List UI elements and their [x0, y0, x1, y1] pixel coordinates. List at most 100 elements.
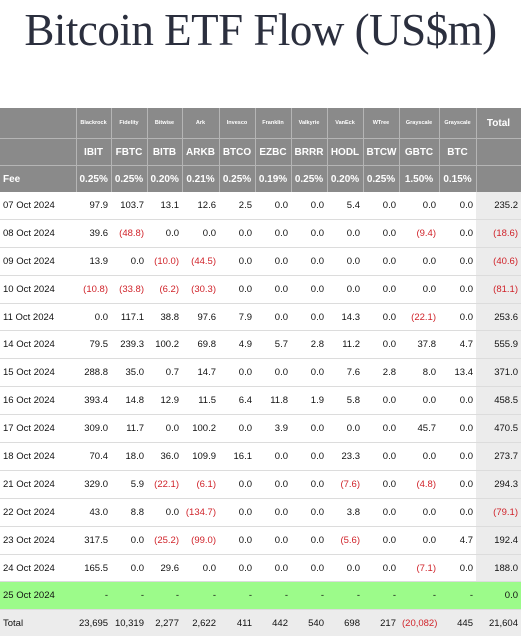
flow-cell: 0.0 — [399, 247, 439, 276]
total-header-blank — [476, 138, 521, 166]
flow-cell: 0.0 — [219, 498, 255, 527]
fee-cell: 1.50% — [399, 165, 440, 192]
flow-cell: 0.0 — [291, 414, 327, 444]
totals-cell: 217 — [363, 609, 399, 636]
flow-cell: 5.8 — [327, 386, 363, 416]
flow-cell: 0.0 — [147, 219, 182, 248]
flow-cell: 13.9 — [76, 247, 111, 276]
flow-cell: 0.0 — [363, 247, 399, 276]
date-cell: 11 Oct 2024 — [0, 303, 76, 332]
issuer-header: Grayscale — [439, 108, 477, 139]
row-total-cell: (40.6) — [476, 247, 521, 276]
date-cell: 22 Oct 2024 — [0, 498, 76, 527]
flow-cell: 0.0 — [291, 275, 327, 304]
flow-cell: 0.0 — [182, 554, 219, 583]
flow-cell: 13.1 — [147, 192, 182, 220]
flow-cell: (44.5) — [182, 247, 219, 276]
table-row: 09 Oct 2024 13.9 0.0 (10.0) (44.5) 0.0 0.0 0.0 0… — [0, 247, 521, 276]
flow-cell: 0.0 — [399, 192, 439, 220]
flow-cell: (22.1) — [399, 303, 439, 332]
issuer-header: Grayscale — [399, 108, 440, 139]
flow-cell: 0.0 — [439, 275, 476, 304]
flow-cell: 0.0 — [219, 526, 255, 555]
flow-cell: 0.0 — [219, 358, 255, 388]
ticker-header: BITB — [147, 138, 183, 166]
flow-cell: (25.2) — [147, 526, 182, 555]
flow-cell: 0.0 — [255, 498, 291, 527]
flow-cell: - — [399, 581, 439, 611]
flow-cell: 103.7 — [111, 192, 147, 220]
flow-cell: 0.0 — [291, 554, 327, 583]
fee-cell: 0.25% — [363, 165, 400, 192]
totals-cell: 10,319 — [111, 609, 147, 636]
flow-cell: 0.0 — [439, 554, 476, 583]
flow-cell: 23.3 — [327, 442, 363, 471]
flow-cell: 0.0 — [399, 386, 439, 416]
totals-cell: 2,622 — [182, 609, 219, 636]
row-total-cell: 294.3 — [476, 470, 521, 499]
flow-cell: 0.0 — [363, 303, 399, 332]
flow-cell: 45.7 — [399, 414, 439, 444]
flow-cell: (99.0) — [182, 526, 219, 555]
flow-cell: 8.8 — [111, 498, 147, 527]
flow-cell: 2.8 — [363, 358, 399, 388]
flow-cell: 0.0 — [255, 470, 291, 499]
flow-cell: 0.0 — [399, 442, 439, 471]
flow-cell: 165.5 — [76, 554, 111, 583]
flow-cell: 0.0 — [399, 498, 439, 527]
fee-cell: 0.25% — [111, 165, 148, 192]
flow-cell: 0.0 — [363, 330, 399, 360]
flow-cell: - — [439, 581, 476, 611]
flow-cell: 11.5 — [182, 386, 219, 416]
fee-cell: 0.21% — [182, 165, 220, 192]
flow-cell: 0.0 — [399, 526, 439, 555]
flow-cell: 0.0 — [439, 219, 476, 248]
flow-cell: 2.5 — [219, 192, 255, 220]
flow-cell: 317.5 — [76, 526, 111, 555]
flow-cell: 0.0 — [255, 442, 291, 471]
flow-cell: 35.0 — [111, 358, 147, 388]
fee-cell: 0.25% — [291, 165, 328, 192]
flow-cell: 14.8 — [111, 386, 147, 416]
flow-cell: 239.3 — [111, 330, 147, 360]
row-total-cell: 0.0 — [476, 581, 521, 611]
table-row: 22 Oct 2024 43.0 8.8 0.0 (134.7) 0.0 0.0 0.0 3.8… — [0, 498, 521, 527]
table-row: 10 Oct 2024 (10.8) (33.8) (6.2) (30.3) 0.0 0.0… — [0, 275, 521, 304]
flow-cell: 3.8 — [327, 498, 363, 527]
page-title: Bitcoin ETF Flow (US$m) — [24, 5, 497, 55]
flow-cell: (4.8) — [399, 470, 439, 499]
flow-cell: 0.0 — [439, 414, 476, 444]
table-row: 16 Oct 2024 393.4 14.8 12.9 11.5 6.4 11.8 1.9 5.… — [0, 386, 521, 416]
flow-cell: - — [363, 581, 399, 611]
flow-cell: 309.0 — [76, 414, 111, 444]
flow-cell: 100.2 — [182, 414, 219, 444]
flow-cell: 0.0 — [219, 414, 255, 444]
ticker-header: FBTC — [111, 138, 148, 166]
flow-cell: (30.3) — [182, 275, 219, 304]
flow-cell: 0.0 — [363, 386, 399, 416]
flow-cell: 79.5 — [76, 330, 111, 360]
totals-cell: 2,277 — [147, 609, 182, 636]
total-column-header: Total — [476, 108, 521, 139]
row-total-cell: (18.6) — [476, 219, 521, 248]
flow-cell: 0.0 — [291, 498, 327, 527]
flow-cell: 11.7 — [111, 414, 147, 444]
flow-cell: (7.6) — [327, 470, 363, 499]
flow-cell: 0.0 — [363, 442, 399, 471]
flow-cell: 0.0 — [363, 219, 399, 248]
flow-cell: 0.0 — [291, 247, 327, 276]
flow-cell: 0.7 — [147, 358, 182, 388]
flow-cell: 11.2 — [327, 330, 363, 360]
flow-cell: 0.0 — [111, 247, 147, 276]
flow-cell: - — [291, 581, 327, 611]
flow-cell: 0.0 — [291, 526, 327, 555]
flow-cell: 0.0 — [147, 498, 182, 527]
flow-cell: (134.7) — [182, 498, 219, 527]
date-cell: 18 Oct 2024 — [0, 442, 76, 471]
fee-row: Fee 0.25% 0.25% 0.20% 0.21% 0.25% 0.19% … — [0, 165, 521, 192]
flow-cell: 0.0 — [439, 498, 476, 527]
flow-cell: (5.6) — [327, 526, 363, 555]
corner-cell — [0, 138, 77, 166]
fee-total-blank — [476, 165, 521, 192]
table-row: 25 Oct 2024- - - - - - - - - - -0.0 — [0, 581, 521, 611]
